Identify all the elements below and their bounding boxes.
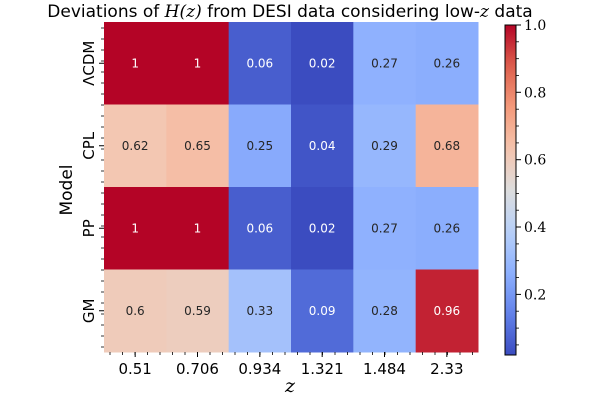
heatmap-cell-r0-c2 [228,22,292,105]
cell-value-r3-c1: 0.59 [184,304,211,318]
cell-value-r1-c3: 0.04 [309,139,336,153]
heatmap-cell-r0-c3 [291,22,354,105]
cell-value-r0-c2: 0.06 [246,56,273,70]
heatmap-cell-labels: 1 1 0.06 0.02 0.27 0.26 0.62 0.65 0.25 0.04 0.29 0.… [122,56,460,318]
colorbar-tick-label: 0.2 [524,287,546,303]
heatmap-cell-r2-c3 [291,187,354,270]
heatmap-cell-r2-c1 [166,187,230,270]
y-tick-label: CPL [80,131,98,160]
heatmap-cell-r2-c5 [415,187,479,270]
colorbar-tick-label: 1.0 [524,18,546,34]
y-axis-ticks: ΛCDM CPL PP GM [80,27,104,348]
heatmap-cell-r1-c1 [166,104,230,188]
cell-value-r2-c1: 1 [194,221,202,235]
y-tick-label: PP [80,219,98,237]
cell-value-r3-c5: 0.96 [433,304,460,318]
heatmap-cell-r1-c3 [291,104,354,188]
heatmap-cell-r1-c2 [228,104,292,188]
x-tick-label: 0.706 [176,360,219,378]
title-suffix: data [489,2,533,22]
heatmap-cell-r0-c1 [166,22,230,105]
heatmap-cell-r3-c0 [104,269,167,353]
cell-value-r1-c4: 0.29 [371,139,398,153]
cell-value-r1-c2: 0.25 [246,139,273,153]
colorbar-ticks: 0.2 0.4 0.6 0.8 1.0 [516,18,546,346]
heatmap-cell-r1-c0 [104,104,167,188]
heatmap-cell-r3-c3 [291,269,354,353]
cell-value-r2-c5: 0.26 [433,221,460,235]
chart-title: Deviations of H(z) from DESI data consid… [47,2,532,22]
cell-value-r0-c5: 0.26 [433,56,460,70]
x-tick-label: 0.934 [238,360,281,378]
title-math-hz: H(z) [164,2,202,22]
colorbar-tick-label: 0.4 [524,220,546,236]
heatmap-cell-r2-c0 [104,187,167,270]
cell-value-r0-c4: 0.27 [371,56,398,70]
heatmap-cell-r2-c4 [353,187,417,270]
heatmap-cell-r0-c5 [415,22,479,105]
heatmap-cell-r3-c4 [353,269,417,353]
heatmap-cell-r1-c5 [415,104,479,188]
cell-value-r0-c3: 0.02 [309,56,336,70]
cell-value-r0-c1: 1 [194,56,202,70]
title-math-z: z [479,2,490,22]
cell-value-r3-c4: 0.28 [371,304,398,318]
x-tick-label: 1.321 [301,360,344,378]
heatmap-cell-r3-c5 [415,269,479,353]
heatmap-cell-r0-c0 [104,22,167,105]
title-middle: from DESI data considering low- [202,2,480,22]
colorbar [504,24,517,356]
x-tick-label: 0.51 [118,360,151,378]
cell-value-r2-c0: 1 [131,221,139,235]
cell-value-r3-c3: 0.09 [309,304,336,318]
heatmap-cell-r1-c4 [353,104,417,188]
colorbar-tick-label: 0.6 [524,153,546,169]
cell-value-r2-c2: 0.06 [246,221,273,235]
colorbar-tick-label: 0.8 [524,85,546,101]
cell-value-r2-c4: 0.27 [371,221,398,235]
x-axis-ticks: 0.51 0.706 0.934 1.321 1.484 2.33 [109,352,473,378]
heatmap-cell-r3-c1 [166,269,230,353]
heatmap-cell-r2-c2 [228,187,292,270]
x-tick-label: 2.33 [430,360,463,378]
cell-value-r1-c1: 0.65 [184,139,211,153]
x-tick-label: 1.484 [363,360,406,378]
heatmap-cell-r3-c2 [228,269,292,353]
y-axis-label: Model [57,164,77,215]
cell-value-r3-c2: 0.33 [246,304,273,318]
cell-value-r3-c0: 0.6 [126,304,145,318]
cell-value-r1-c0: 0.62 [122,139,149,153]
title-prefix: Deviations of [47,2,164,22]
y-tick-label: ΛCDM [80,41,98,86]
cell-value-r2-c3: 0.02 [309,221,336,235]
x-axis-label: z [284,375,296,397]
y-tick-label: GM [80,299,98,324]
heatmap-cells [104,22,479,353]
cell-value-r0-c0: 1 [131,56,139,70]
cell-value-r1-c5: 0.68 [433,139,460,153]
heatmap-cell-r0-c4 [353,22,417,105]
